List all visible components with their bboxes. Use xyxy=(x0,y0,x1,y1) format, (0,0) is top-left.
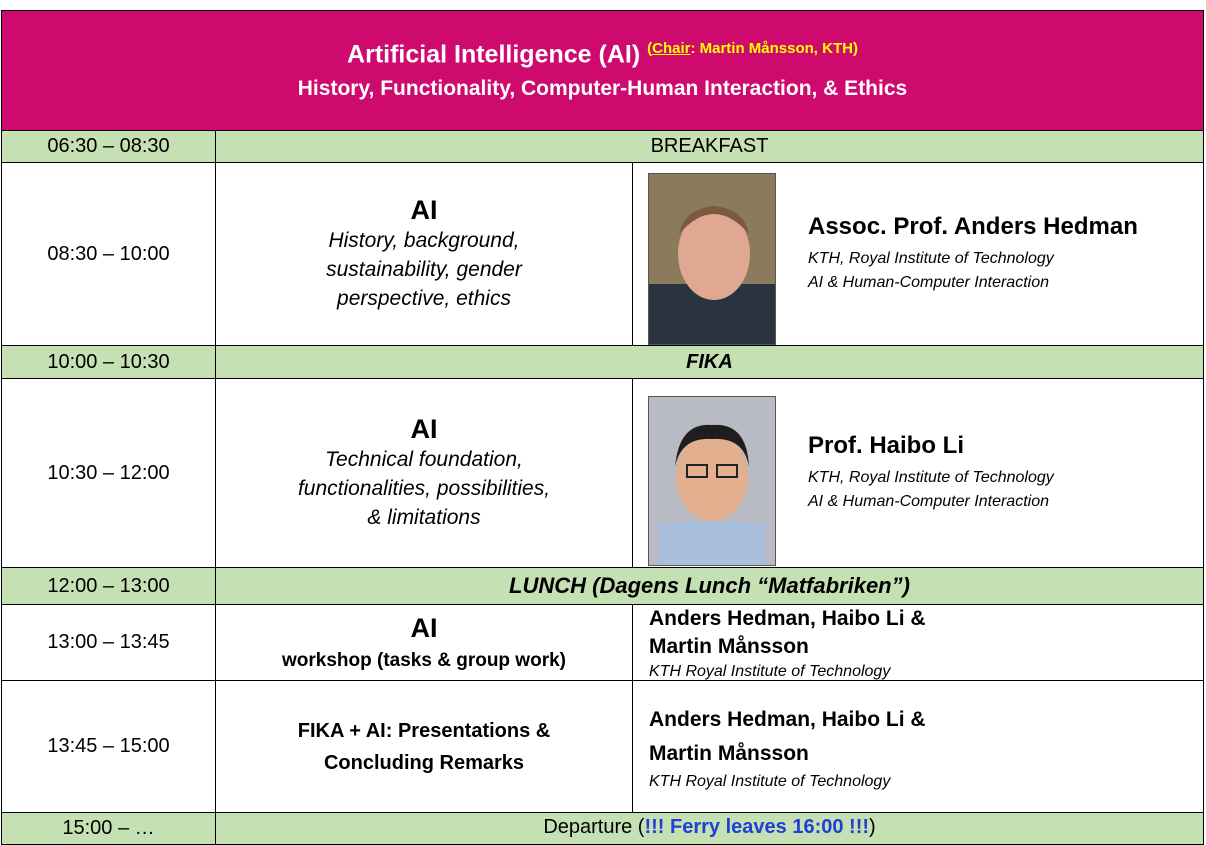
time: 08:30 – 10:00 xyxy=(47,242,170,265)
line: & limitations xyxy=(367,506,481,529)
time-cell: 13:00 – 13:45 xyxy=(1,604,216,681)
topic: AI xyxy=(410,414,438,444)
time-cell: 10:00 – 10:30 xyxy=(1,345,216,379)
chair: (Chair: Martin Månsson, KTH) xyxy=(647,40,858,57)
speaker-cell: Anders Hedman, Haibo Li & Martin Månsson … xyxy=(632,680,1204,813)
line: Martin Månsson xyxy=(649,741,809,765)
activity: LUNCH (Dagens Lunch “Matfabriken”) xyxy=(509,573,910,598)
line: History, background, xyxy=(328,229,520,252)
activity-cell: FIKA xyxy=(215,345,1204,379)
line: Anders Hedman, Haibo Li & xyxy=(649,606,926,630)
description: Technical foundation, functionalities, po… xyxy=(298,445,550,532)
line: functionalities, possibilities, xyxy=(297,477,551,500)
header: Artificial Intelligence (AI) (Chair: Mar… xyxy=(1,10,1204,131)
time: 06:30 – 08:30 xyxy=(47,135,170,157)
time: 13:45 – 15:00 xyxy=(47,735,170,757)
time-cell: 13:45 – 15:00 xyxy=(1,680,216,813)
activity: Departure ( xyxy=(543,816,645,838)
time: 12:00 – 13:00 xyxy=(47,574,170,597)
affiliation: KTH Royal Institute of Technology xyxy=(649,772,891,790)
ferry-note: !!! Ferry leaves 16:00 !!! xyxy=(644,816,870,838)
time-cell: 10:30 – 12:00 xyxy=(1,378,216,568)
speaker-photo xyxy=(648,173,776,345)
affiliation: KTH, Royal Institute of Technology AI & H… xyxy=(808,466,1054,514)
topic-cell: FIKA + AI: Presentations & Concluding Rem… xyxy=(215,680,633,813)
time-cell: 12:00 – 13:00 xyxy=(1,567,216,605)
subtitle: History, Functionality, Computer-Human I… xyxy=(297,77,908,101)
line: AI & Human-Computer Interaction xyxy=(808,274,1049,291)
speakers: Anders Hedman, Haibo Li & Martin Månsson xyxy=(649,605,926,661)
line: Martin Månsson xyxy=(649,634,809,658)
line: sustainability, gender xyxy=(326,258,522,281)
line: AI & Human-Computer Interaction xyxy=(808,493,1049,510)
chair-label: Chair xyxy=(652,39,691,57)
affiliation: KTH Royal Institute of Technology xyxy=(649,662,891,680)
activity: FIKA xyxy=(686,350,733,373)
title: Artificial Intelligence (AI) xyxy=(347,40,641,69)
line: KTH, Royal Institute of Technology xyxy=(808,469,1054,486)
topic-line: Concluding Remarks xyxy=(323,751,525,774)
activity-cell: BREAKFAST xyxy=(215,130,1204,163)
header-title-line: Artificial Intelligence (AI) (Chair: Mar… xyxy=(347,40,858,69)
topic: AI xyxy=(410,613,438,643)
activity-end: ) xyxy=(869,816,876,838)
topic-line: FIKA + AI: Presentations & xyxy=(297,719,551,742)
affiliation: KTH, Royal Institute of Technology AI & H… xyxy=(808,247,1054,295)
line: Anders Hedman, Haibo Li & xyxy=(649,707,926,731)
line: Technical foundation, xyxy=(325,448,523,471)
speaker-photo xyxy=(648,396,776,566)
speaker: Assoc. Prof. Anders Hedman xyxy=(808,213,1138,240)
speaker: Prof. Haibo Li xyxy=(808,432,964,459)
topic-cell: AI Technical foundation, functionalities,… xyxy=(215,378,633,568)
description: workshop (tasks & group work) xyxy=(282,650,566,671)
topic-cell: AI workshop (tasks & group work) xyxy=(215,604,633,681)
description: History, background, sustainability, gend… xyxy=(326,226,522,313)
activity: BREAKFAST xyxy=(650,135,769,157)
time: 10:00 – 10:30 xyxy=(47,350,170,373)
topic-cell: AI History, background, sustainability, g… xyxy=(215,162,633,346)
line: perspective, ethics xyxy=(337,287,511,310)
speaker-cell: Anders Hedman, Haibo Li & Martin Månsson … xyxy=(632,604,1204,681)
time: 10:30 – 12:00 xyxy=(47,461,170,484)
time-cell: 15:00 – … xyxy=(1,812,216,845)
time-cell: 08:30 – 10:00 xyxy=(1,162,216,346)
line: KTH, Royal Institute of Technology xyxy=(808,250,1054,267)
chair-rest: : Martin Månsson, KTH) xyxy=(690,39,858,57)
time: 15:00 – … xyxy=(62,817,155,839)
time: 13:00 – 13:45 xyxy=(47,631,170,653)
time-cell: 06:30 – 08:30 xyxy=(1,130,216,163)
chair-open: ( xyxy=(647,39,653,57)
activity-cell: Departure (!!! Ferry leaves 16:00 !!!) xyxy=(215,812,1204,845)
topic: AI xyxy=(410,195,438,225)
speakers: Anders Hedman, Haibo Li & Martin Månsson xyxy=(649,703,926,771)
activity-cell: LUNCH (Dagens Lunch “Matfabriken”) xyxy=(215,567,1204,605)
